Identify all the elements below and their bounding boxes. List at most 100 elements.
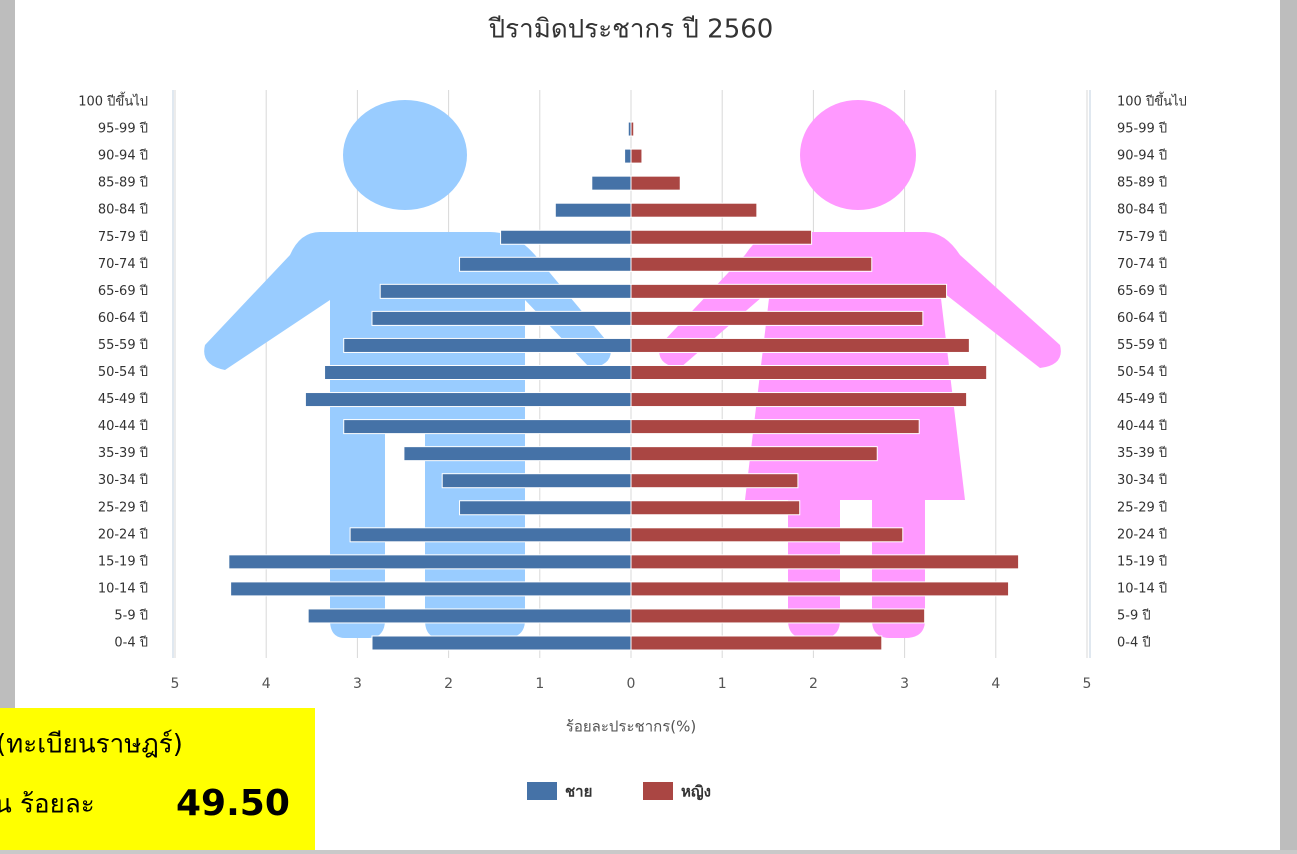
bar xyxy=(631,257,872,271)
chart-title: ปีรามิดประชากร ปี 2560 xyxy=(488,15,774,45)
y-tick-label: 90-94 ปี xyxy=(98,148,148,164)
y-tick-label: 90-94 ปี xyxy=(1117,148,1167,164)
y-tick-label: 30-34 ปี xyxy=(1117,472,1167,488)
legend-swatch xyxy=(643,782,673,800)
bar xyxy=(460,257,631,271)
y-tick-label: 45-49 ปี xyxy=(98,391,148,407)
bar xyxy=(372,311,631,325)
y-tick-label: 55-59 ปี xyxy=(1117,337,1167,353)
x-axis-label: ร้อยละประชากร(%) xyxy=(566,718,696,736)
y-tick-label: 80-84 ปี xyxy=(98,202,148,218)
y-tick-label: 65-69 ปี xyxy=(98,283,148,299)
bar xyxy=(555,203,631,217)
y-tick-label: 20-24 ปี xyxy=(1117,526,1167,542)
y-tick-label: 80-84 ปี xyxy=(1117,202,1167,218)
x-tick-label: 5 xyxy=(1083,676,1092,692)
side-strip xyxy=(1280,0,1297,850)
x-tick-label: 4 xyxy=(991,676,1000,692)
bar xyxy=(372,636,631,650)
bar xyxy=(631,366,987,380)
y-tick-label: 20-24 ปี xyxy=(98,526,148,542)
y-tick-label: 0-4 ปี xyxy=(1117,635,1151,651)
y-tick-label: 40-44 ปี xyxy=(1117,418,1167,434)
bar xyxy=(308,609,631,623)
y-tick-label: 75-79 ปี xyxy=(1117,229,1167,245)
bar xyxy=(631,636,882,650)
bar xyxy=(344,420,631,434)
bar xyxy=(501,230,631,244)
bar xyxy=(631,528,903,542)
y-tick-label: 5-9 ปี xyxy=(1117,607,1151,623)
bar xyxy=(631,230,812,244)
bar xyxy=(631,149,642,163)
bar xyxy=(404,447,631,461)
y-tick-label: 50-54 ปี xyxy=(1117,364,1167,380)
bar xyxy=(592,176,631,190)
y-tick-label: 30-34 ปี xyxy=(98,472,148,488)
bar xyxy=(631,311,923,325)
overlay-text: น ร้อยละ xyxy=(0,790,95,820)
bar xyxy=(460,501,631,515)
x-tick-label: 5 xyxy=(171,676,180,692)
x-tick-label: 1 xyxy=(718,676,727,692)
bar xyxy=(631,284,947,298)
x-tick-label: 3 xyxy=(353,676,362,692)
y-tick-label: 60-64 ปี xyxy=(1117,310,1167,326)
y-tick-label: 70-74 ปี xyxy=(1117,256,1167,272)
y-tick-label: 95-99 ปี xyxy=(1117,121,1167,137)
x-tick-label: 2 xyxy=(809,676,818,692)
bar xyxy=(631,122,634,136)
x-tick-label: 1 xyxy=(535,676,544,692)
y-tick-label: 60-64 ปี xyxy=(98,310,148,326)
y-tick-label: 65-69 ปี xyxy=(1117,283,1167,299)
y-tick-label: 10-14 ปี xyxy=(98,580,148,596)
bar xyxy=(631,582,1009,596)
legend-label: หญิง xyxy=(681,783,711,801)
y-tick-label: 75-79 ปี xyxy=(98,229,148,245)
y-tick-label: 95-99 ปี xyxy=(98,121,148,137)
bar xyxy=(305,393,631,407)
y-tick-label: 45-49 ปี xyxy=(1117,391,1167,407)
bar xyxy=(631,501,800,515)
bar xyxy=(229,555,631,569)
y-tick-label: 10-14 ปี xyxy=(1117,580,1167,596)
legend-swatch xyxy=(527,782,557,800)
y-tick-label: 55-59 ปี xyxy=(98,337,148,353)
bar xyxy=(631,555,1019,569)
y-tick-label: 70-74 ปี xyxy=(98,256,148,272)
bar xyxy=(625,149,631,163)
y-tick-label: 35-39 ปี xyxy=(1117,445,1167,461)
x-tick-label: 3 xyxy=(900,676,909,692)
bar xyxy=(631,338,969,352)
y-tick-label: 100 ปีขึ้นไป xyxy=(1117,92,1187,110)
bar xyxy=(344,338,631,352)
page: ปีรามิดประชากร ปี 2560 ร้อยละประชากร(%) … xyxy=(0,0,1297,850)
bar xyxy=(325,366,631,380)
y-tick-label: 15-19 ปี xyxy=(98,553,148,569)
x-tick-label: 0 xyxy=(627,676,636,692)
y-tick-label: 100 ปีขึ้นไป xyxy=(78,92,148,110)
y-tick-label: 15-19 ปี xyxy=(1117,553,1167,569)
bar xyxy=(631,176,680,190)
x-tick-label: 4 xyxy=(262,676,271,692)
bar xyxy=(631,393,967,407)
bar xyxy=(231,582,631,596)
overlay-value: 49.50 xyxy=(176,783,290,824)
bar xyxy=(442,474,631,488)
y-tick-label: 85-89 ปี xyxy=(98,175,148,191)
overlay-text: (ทะเบียนราษฎร์) xyxy=(0,730,183,760)
y-tick-label: 5-9 ปี xyxy=(114,607,148,623)
bar xyxy=(631,420,919,434)
bar xyxy=(380,284,631,298)
y-tick-label: 25-29 ปี xyxy=(1117,499,1167,515)
bar xyxy=(631,447,877,461)
x-tick-label: 2 xyxy=(444,676,453,692)
bar xyxy=(350,528,631,542)
legend-label: ชาย xyxy=(565,783,592,801)
bar xyxy=(631,474,798,488)
y-tick-label: 50-54 ปี xyxy=(98,364,148,380)
bar xyxy=(631,203,757,217)
y-tick-label: 40-44 ปี xyxy=(98,418,148,434)
bar xyxy=(631,609,925,623)
y-tick-label: 35-39 ปี xyxy=(98,445,148,461)
